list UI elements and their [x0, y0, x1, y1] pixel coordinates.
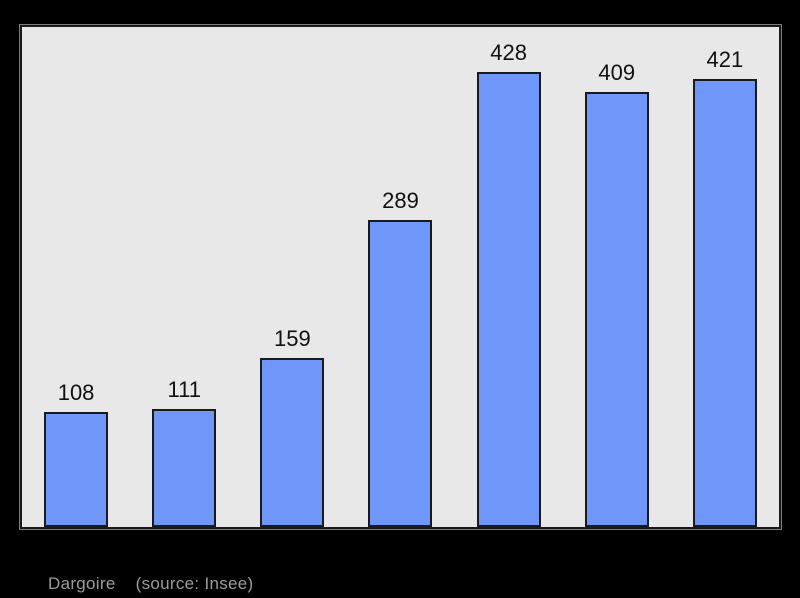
bar-slot: 289	[346, 27, 454, 527]
bar-value-label: 409	[598, 59, 636, 85]
bar-slot: 108	[22, 27, 130, 527]
bar-value-label: 108	[57, 380, 95, 406]
plot-area: 108 111 159 289 428 409 421	[19, 24, 782, 530]
bar	[44, 412, 109, 527]
bar-slot: 421	[671, 27, 779, 527]
bar-slot: 159	[238, 27, 346, 527]
bar	[476, 71, 541, 527]
bar-value-label: 159	[273, 325, 311, 351]
bar-value-label: 111	[167, 376, 201, 402]
bar	[584, 91, 649, 527]
caption-commune-name: Dargoire	[48, 574, 116, 593]
bar-value-label: 421	[706, 47, 744, 73]
chart-caption: Dargoire (source: Insee)	[48, 574, 254, 594]
bar	[152, 408, 217, 527]
bar	[368, 219, 433, 527]
bars-layer: 108 111 159 289 428 409 421	[22, 27, 779, 527]
bar-value-label: 428	[490, 39, 527, 65]
bar-slot: 428	[455, 27, 563, 527]
bar	[260, 357, 325, 527]
bar-slot: 111	[130, 27, 238, 527]
caption-source: (source: Insee)	[135, 574, 254, 593]
bar	[692, 79, 757, 527]
bar-slot: 409	[563, 27, 671, 527]
bar-value-label: 289	[382, 187, 419, 213]
